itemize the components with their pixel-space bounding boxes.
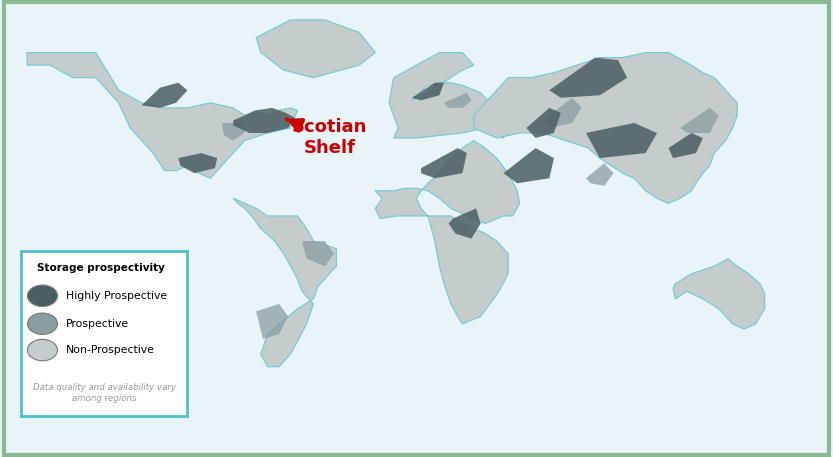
Text: Storage prospectivity: Storage prospectivity (37, 263, 166, 273)
Text: Highly Prospective: Highly Prospective (66, 291, 167, 301)
Ellipse shape (27, 285, 57, 307)
Text: Non-Prospective: Non-Prospective (66, 345, 155, 355)
Text: Prospective: Prospective (66, 319, 129, 329)
Text: Data quality and availability vary
among regions: Data quality and availability vary among… (32, 383, 176, 403)
Text: Scotian
Shelf: Scotian Shelf (287, 118, 367, 157)
Ellipse shape (27, 340, 57, 361)
Ellipse shape (27, 313, 57, 335)
